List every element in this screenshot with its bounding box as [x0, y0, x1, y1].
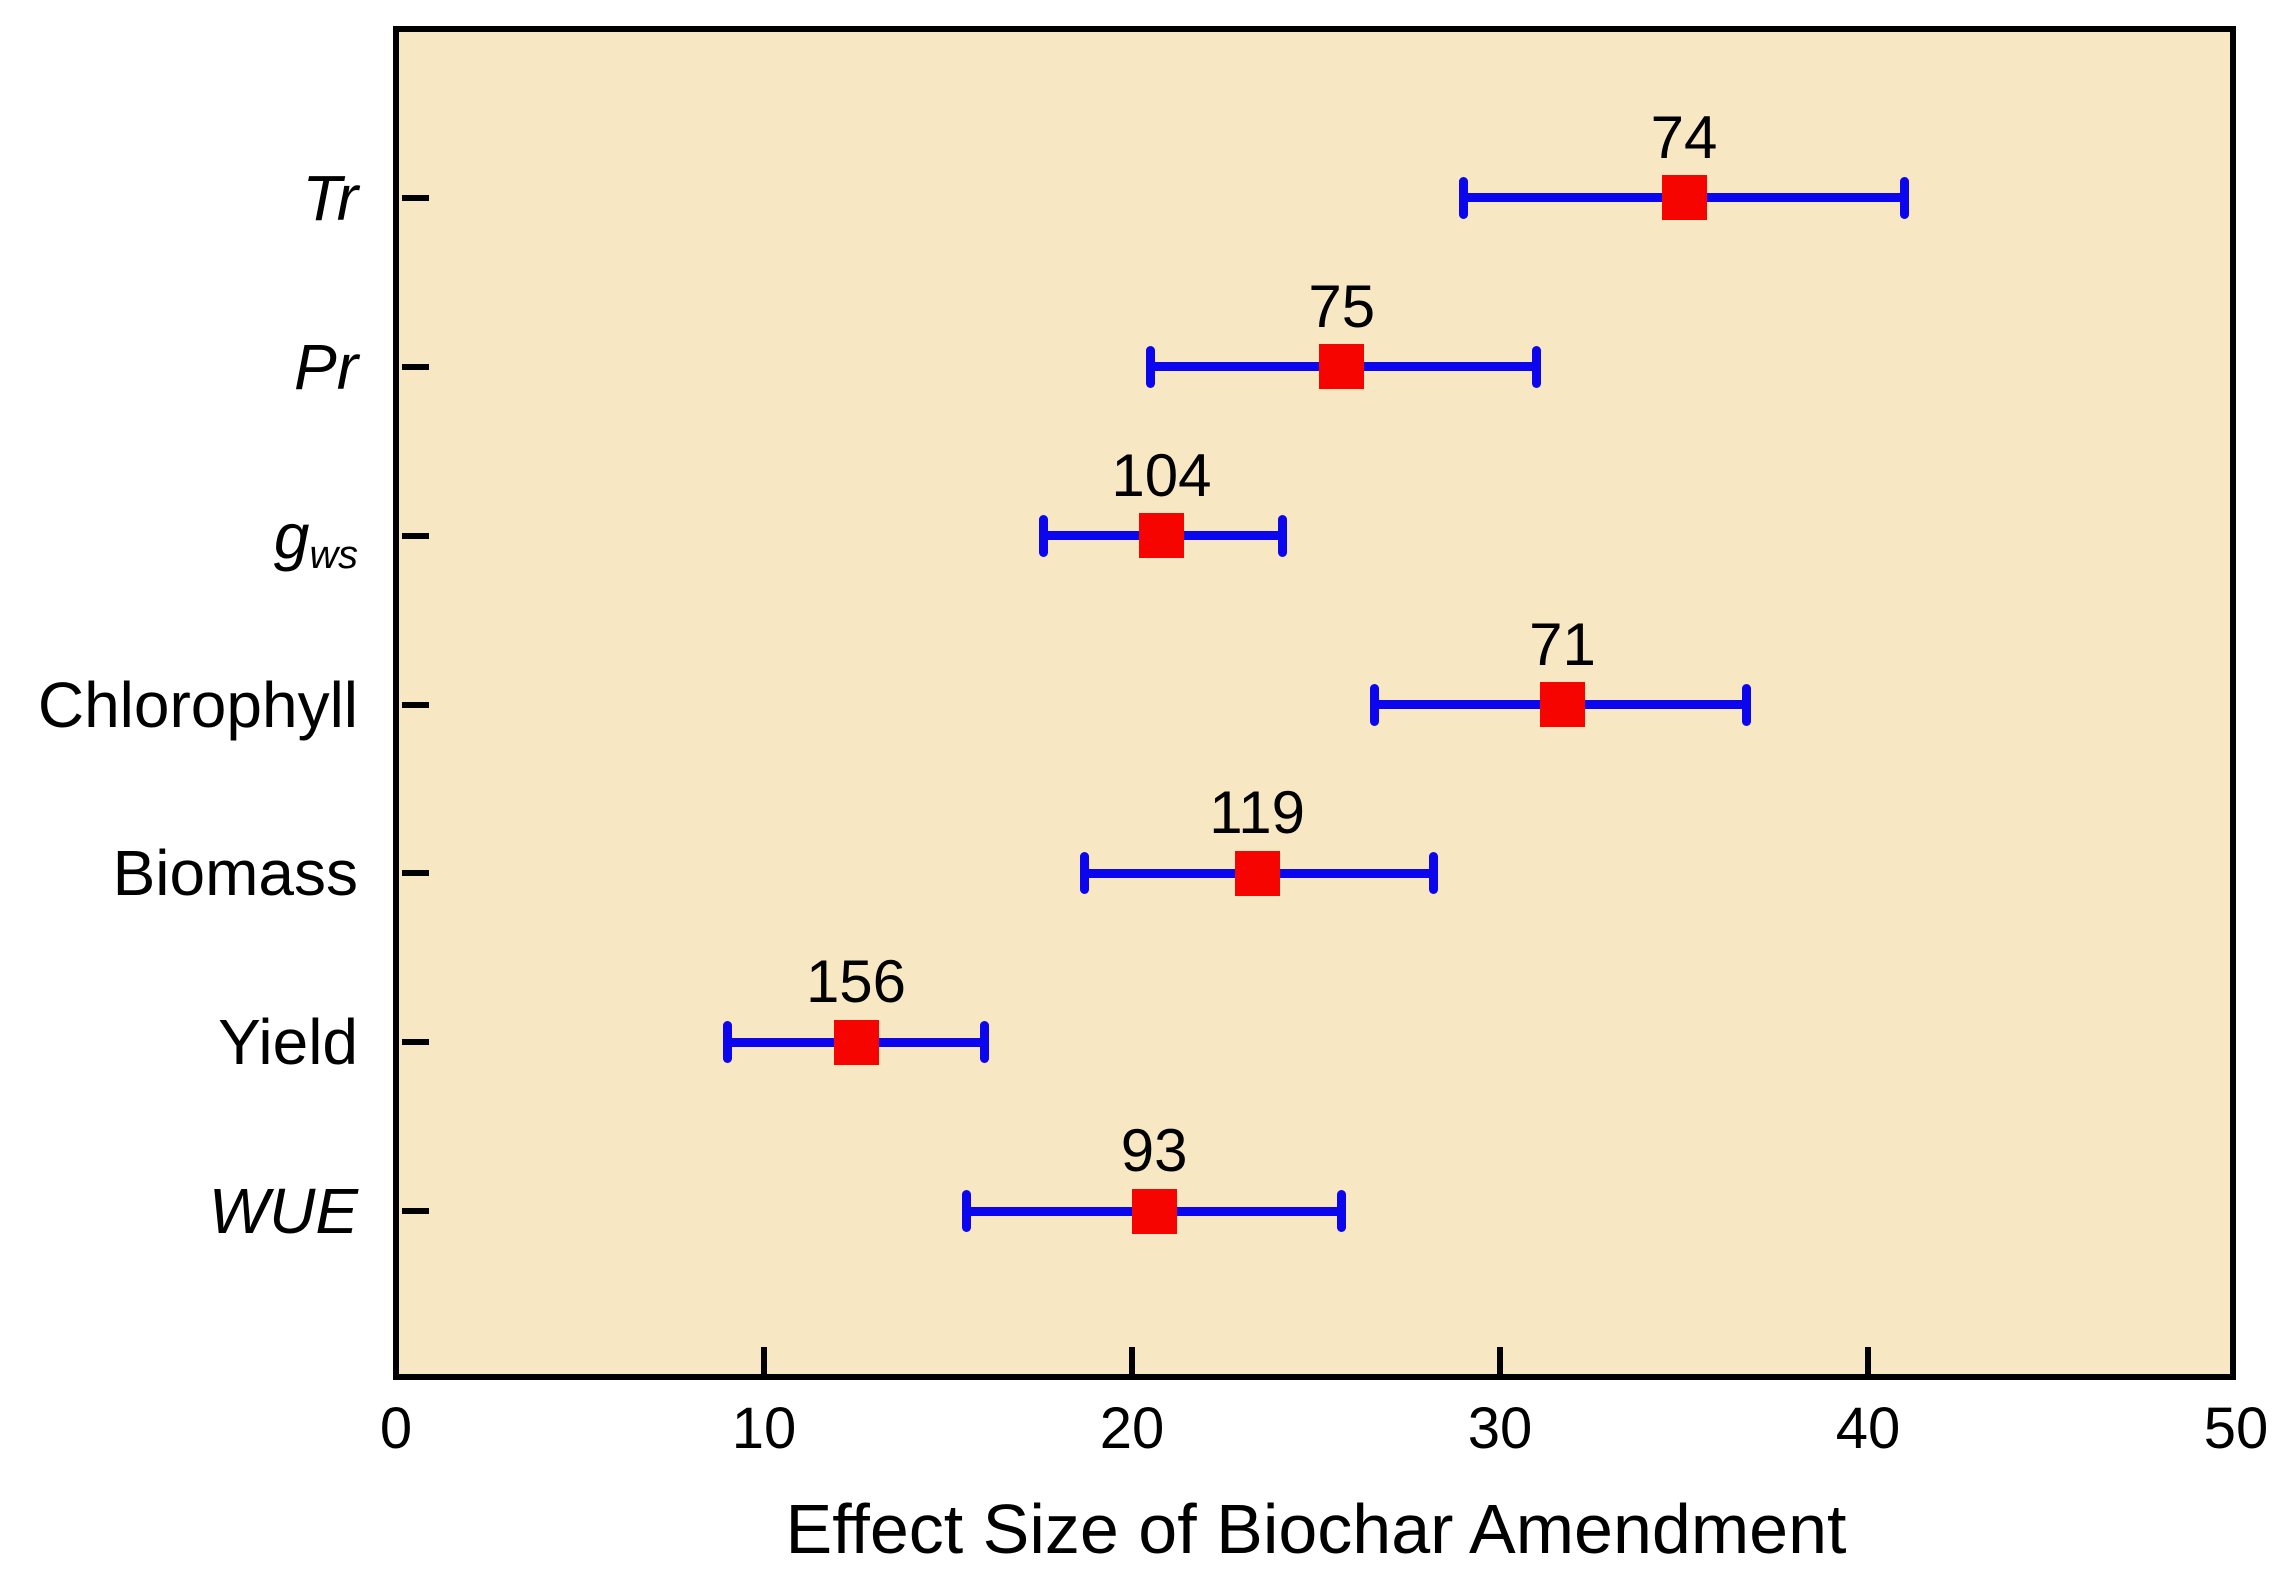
category-label: Tr — [302, 161, 358, 234]
mean-marker — [1138, 513, 1184, 559]
error-bar-cap-left — [1145, 345, 1155, 388]
y-axis-tick — [402, 363, 429, 370]
sample-size-label: 75 — [1308, 272, 1376, 340]
error-bar-cap-right — [1429, 852, 1439, 895]
error-bar-cap-right — [1337, 1190, 1347, 1233]
sample-size-label: 104 — [1111, 441, 1212, 509]
x-axis-tick — [1865, 1347, 1871, 1374]
sample-size-label: 71 — [1529, 610, 1596, 678]
y-axis-tick — [402, 1039, 429, 1046]
mean-marker — [1319, 344, 1365, 390]
error-bar-cap-right — [980, 1021, 990, 1064]
mean-marker — [833, 1019, 879, 1065]
sample-size-label: 156 — [805, 948, 907, 1016]
error-bar-cap-left — [961, 1190, 971, 1233]
x-tick-label: 50 — [2203, 1396, 2269, 1461]
error-bar-cap-right — [1742, 683, 1752, 726]
y-axis-tick — [402, 532, 429, 539]
error-bar-cap-left — [1370, 683, 1380, 726]
mean-marker — [1661, 175, 1707, 221]
error-bar-cap-right — [1278, 514, 1288, 557]
category-label-subscript: ws — [309, 532, 359, 577]
category-label: Pr — [294, 330, 358, 403]
error-bar-cap-left — [1079, 852, 1089, 895]
sample-size-label: 74 — [1650, 103, 1718, 171]
mean-marker — [1540, 682, 1586, 727]
x-axis-tick — [1497, 1347, 1503, 1374]
sample-size-label: 119 — [1209, 779, 1305, 847]
x-axis-title: Effect Size of Biochar Amendment — [785, 1490, 1847, 1568]
mean-marker — [1131, 1188, 1177, 1234]
x-tick-label: 10 — [731, 1396, 797, 1461]
x-tick-label: 0 — [379, 1396, 413, 1461]
x-axis-tick — [1129, 1347, 1135, 1374]
plot-area — [393, 26, 2236, 1380]
category-label: Chlorophyll — [37, 668, 358, 741]
x-tick-label: 20 — [1099, 1396, 1165, 1461]
sample-size-label: 93 — [1120, 1117, 1188, 1185]
error-bar-cap-right — [1900, 176, 1910, 219]
error-bar-cap-right — [1532, 345, 1542, 388]
y-axis-tick — [402, 1208, 429, 1215]
category-label: Yield — [218, 1006, 358, 1079]
x-tick-label: 30 — [1467, 1396, 1533, 1461]
error-bar-cap-left — [1458, 176, 1468, 219]
y-axis-tick — [402, 870, 429, 877]
y-axis-tick — [402, 194, 429, 201]
category-label: WUE — [208, 1175, 358, 1248]
error-bar-cap-left — [722, 1021, 732, 1064]
error-bar-cap-left — [1039, 514, 1049, 557]
x-axis-tick — [761, 1347, 767, 1374]
mean-marker — [1234, 850, 1280, 896]
category-label: Biomass — [112, 837, 358, 910]
category-label: gws — [273, 499, 359, 577]
x-tick-label: 40 — [1835, 1396, 1901, 1461]
y-axis-tick — [402, 701, 429, 708]
